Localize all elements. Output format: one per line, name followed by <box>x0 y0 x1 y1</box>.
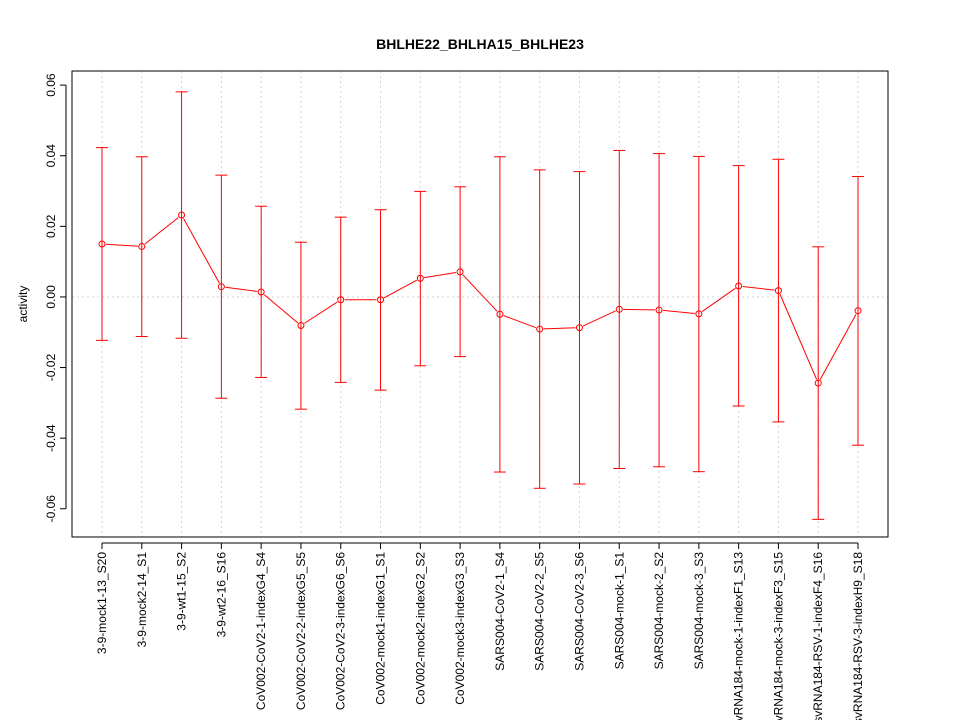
series-line-segment <box>225 286 258 292</box>
data-point <box>774 287 782 295</box>
data-points <box>98 211 862 387</box>
series-line-segment <box>701 287 736 312</box>
series-line-segment <box>662 309 695 314</box>
series-line-segment <box>105 243 138 247</box>
x-axis: 3-9-mock1-13_S20 3-9-mock2-14_S1 3-9-wt1-1… <box>95 542 865 720</box>
y-tick-label: 0.06 <box>44 73 58 97</box>
x-tick-label: CoV002-mock3-indexG3_S3 <box>453 552 467 705</box>
series-line-segment <box>742 285 775 291</box>
x-tick-label: 3-9-mock1-13_S20 <box>95 552 109 654</box>
series-line-segment <box>383 279 418 299</box>
x-tick-label: svRNA184-RSV-1-indexF4_S16 <box>811 552 825 720</box>
y-tick-label: 0.00 <box>44 285 58 309</box>
data-point <box>456 268 464 276</box>
series-line-segment <box>779 294 818 380</box>
y-axis: -0.06 -0.04 -0.02 0.00 0.02 0.04 0.06 <box>44 73 67 523</box>
x-tick-label: SARS004-CoV2-1_S4 <box>493 552 507 671</box>
x-tick-label: SARS004-CoV2-2_S5 <box>533 552 547 671</box>
x-tick-label: CoV002-mock2-indexG2_S2 <box>413 552 427 705</box>
data-point <box>217 283 225 291</box>
data-point <box>98 240 106 248</box>
y-tick-label: 0.02 <box>44 214 58 238</box>
plot-frame <box>71 70 889 538</box>
x-tick-label: SARS004-mock-1_S1 <box>612 552 626 670</box>
y-tick-label: -0.06 <box>44 495 58 523</box>
y-axis-title: activity <box>16 286 30 323</box>
series-line-segment <box>304 301 338 324</box>
data-point <box>178 211 186 219</box>
data-point <box>297 322 305 330</box>
data-point <box>615 305 623 313</box>
data-point <box>416 274 424 282</box>
x-tick-label: svRNA184-RSV-3-indexH9_S18 <box>851 552 865 720</box>
data-point <box>536 325 544 333</box>
series-line-segment <box>623 308 656 311</box>
data-point <box>655 306 663 314</box>
data-point <box>337 296 345 304</box>
series-line-segment <box>424 272 457 279</box>
y-tick-label: 0.04 <box>44 144 58 168</box>
series-line-segment <box>819 313 857 380</box>
series-line-segment <box>462 274 498 312</box>
series-line-segment <box>543 327 576 330</box>
x-tick-label: SARS004-mock-3_S3 <box>692 552 706 670</box>
x-tick-label: CoV002-CoV2-2-indexG5_S5 <box>294 552 308 710</box>
x-tick-label: svRNA184-mock-1-indexF1_S13 <box>732 552 746 720</box>
error-bars <box>96 91 864 520</box>
y-tick-label: -0.04 <box>44 424 58 452</box>
y-tick-label: -0.02 <box>44 354 58 382</box>
data-point <box>138 242 146 250</box>
series-line-segment <box>144 217 179 245</box>
grid-layer <box>72 71 888 537</box>
x-tick-label: SARS004-mock-2_S2 <box>652 552 666 670</box>
data-point <box>695 310 703 318</box>
x-tick-label: svRNA184-mock-3-indexF3_S15 <box>771 552 785 720</box>
x-tick-label: SARS004-CoV2-3_S6 <box>572 552 586 671</box>
data-point <box>257 288 265 296</box>
x-tick-label: 3-9-wt1-15_S2 <box>175 552 189 631</box>
series-line-segment <box>582 310 616 327</box>
series-line-segment <box>503 315 537 329</box>
x-tick-label: 3-9-wt2-16_S16 <box>214 552 228 638</box>
data-point <box>735 282 743 290</box>
data-point <box>496 310 504 318</box>
series-line-segment <box>263 294 299 324</box>
data-point <box>854 307 862 315</box>
x-tick-label: CoV002-mock1-indexG1_S1 <box>374 552 388 705</box>
chart-title: BHLHE22_BHLHA15_BHLHE23 <box>376 36 584 52</box>
series-line-segment <box>183 218 220 284</box>
x-tick-label: CoV002-CoV2-1-indexG4_S4 <box>254 552 268 710</box>
data-point <box>377 296 385 304</box>
x-tick-label: 3-9-mock2-14_S1 <box>135 552 149 648</box>
data-point <box>575 324 583 332</box>
series-line-layer <box>105 217 857 380</box>
data-point <box>814 379 822 387</box>
x-tick-label: CoV002-CoV2-3-indexG6_S6 <box>334 552 348 710</box>
